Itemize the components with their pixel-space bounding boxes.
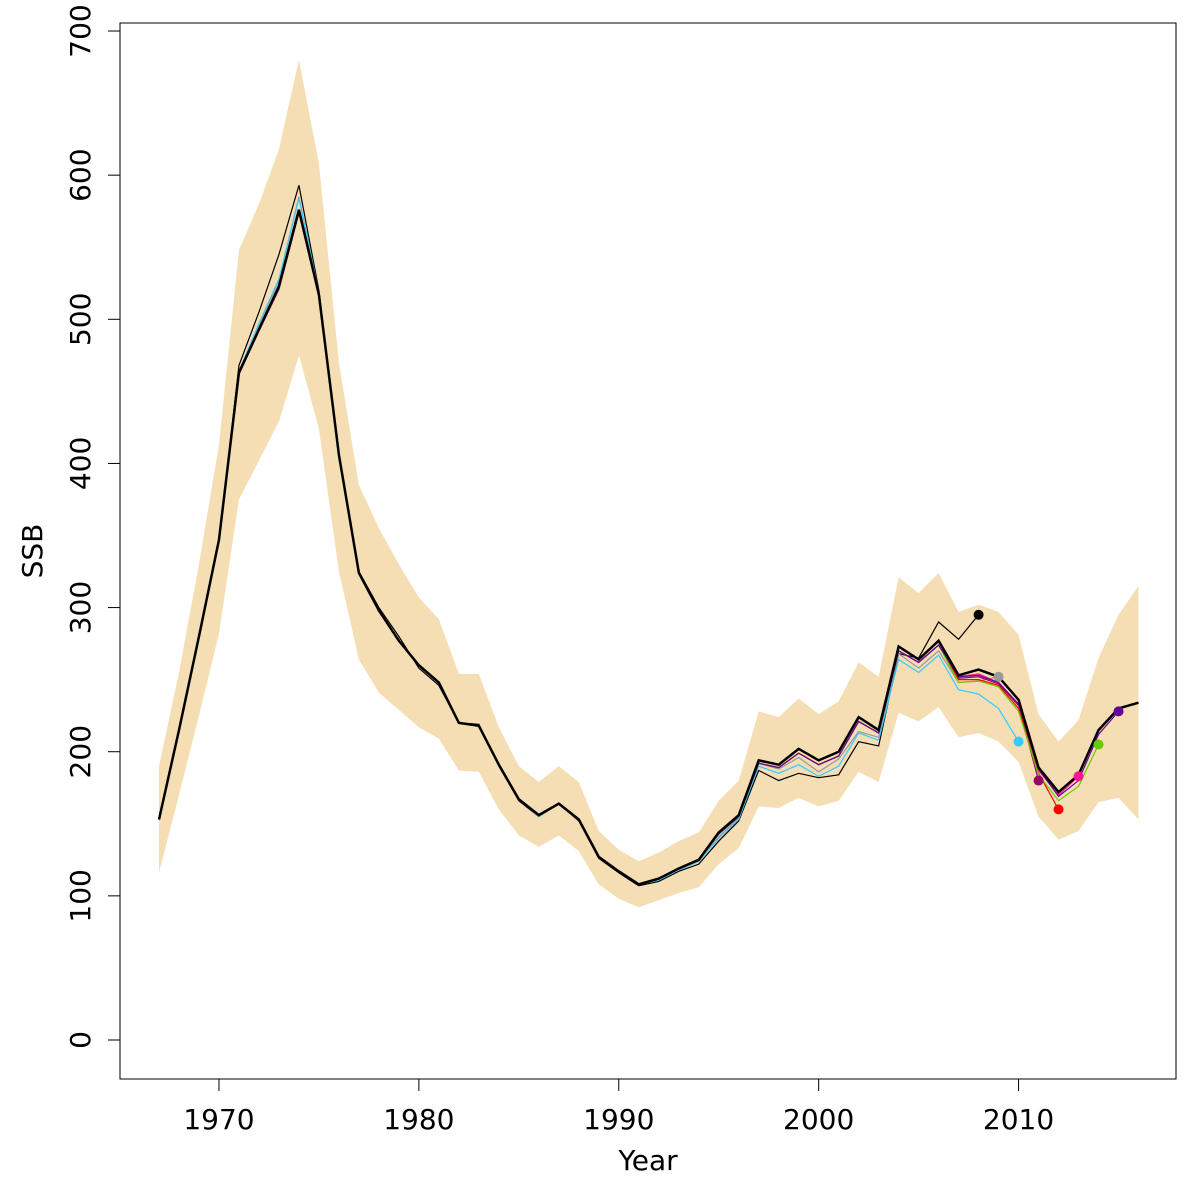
- retro-endpoint-2010: [1013, 736, 1024, 747]
- x-tick-label: 1980: [383, 1103, 454, 1136]
- x-axis-label: Year: [617, 1144, 678, 1177]
- y-tick-label: 700: [64, 4, 97, 57]
- retro-endpoint-2009: [993, 671, 1004, 682]
- confidence-band: [159, 59, 1139, 908]
- y-tick-label: 200: [64, 725, 97, 778]
- x-tick-label: 2010: [983, 1103, 1054, 1136]
- plot-area: [157, 59, 1139, 908]
- retro-endpoint-2011: [1033, 775, 1044, 786]
- y-tick-label: 500: [64, 293, 97, 346]
- axes: 1970 1980 1990 2000 2010 0 100 200 300 400 500 600 7…: [64, 4, 1054, 1136]
- x-tick-label: 1970: [183, 1103, 254, 1136]
- y-tick-label: 100: [64, 869, 97, 922]
- y-tick-label: 0: [64, 1031, 97, 1049]
- y-tick-label: 400: [64, 437, 97, 490]
- y-tick-label: 300: [64, 581, 97, 634]
- retro-endpoint-2015: [1113, 706, 1124, 717]
- y-tick-label: 600: [64, 148, 97, 201]
- retro-endpoint-2008: [973, 609, 984, 620]
- retro-endpoint-2013: [1073, 771, 1084, 782]
- retro-endpoint-2014: [1093, 739, 1104, 750]
- x-tick-label: 1990: [583, 1103, 654, 1136]
- y-axis-label: SSB: [16, 524, 49, 579]
- main-ssb-line: [157, 209, 1139, 886]
- retro-endpoint-2012: [1053, 804, 1064, 815]
- x-tick-label: 2000: [783, 1103, 854, 1136]
